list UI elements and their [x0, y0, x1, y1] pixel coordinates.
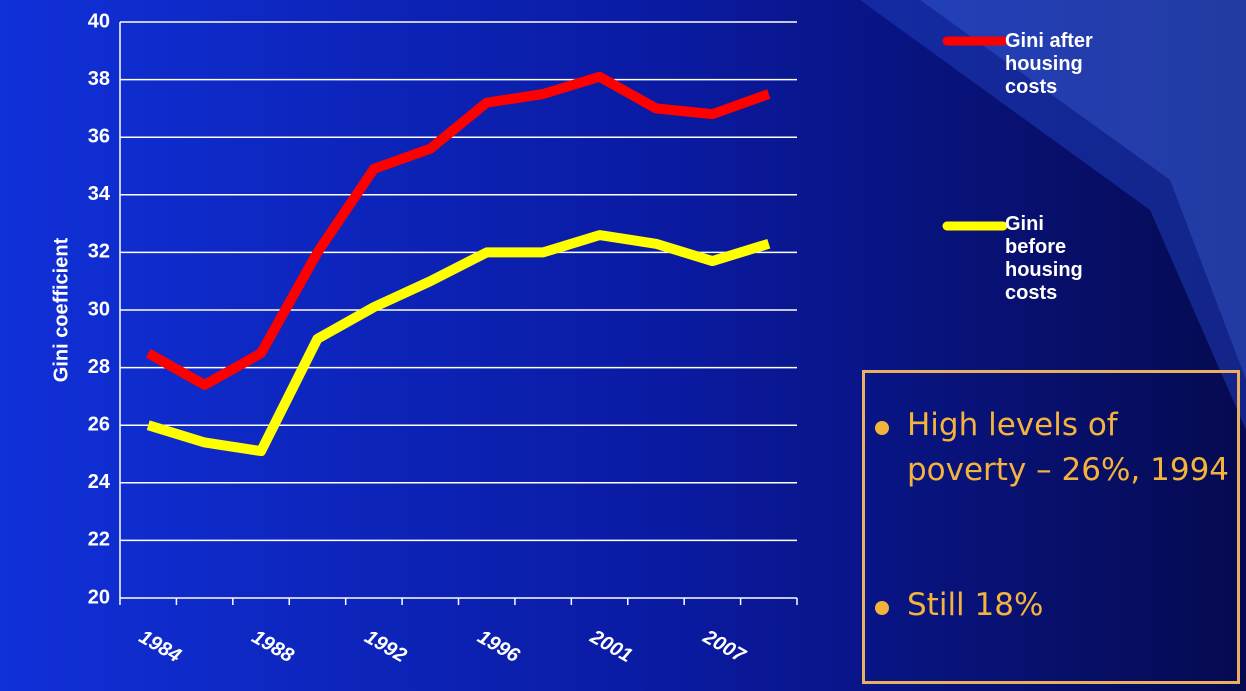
bullet [875, 421, 889, 435]
x-tick-label: 1992 [361, 626, 411, 667]
decoration [860, 0, 1246, 430]
x-tick-label: 2001 [586, 625, 636, 667]
legend-label: Gini after housing costs [1005, 30, 1093, 98]
bullet-text: Still 18% [907, 587, 1044, 623]
x-tick-label: 1984 [135, 626, 185, 667]
y-tick-label: 22 [88, 529, 110, 551]
y-tick-label: 26 [88, 413, 110, 435]
legend-label: Gini before housing costs [1005, 213, 1083, 304]
y-tick-label: 40 [88, 10, 110, 32]
data-line [146, 230, 771, 457]
y-tick-label: 30 [88, 298, 110, 320]
y-tick-label: 38 [88, 68, 110, 90]
decoration [920, 0, 1246, 380]
y-tick-label: 20 [88, 586, 110, 608]
x-tick-label: 1988 [248, 626, 298, 668]
y-tick-label: 24 [88, 471, 111, 493]
bullet [875, 601, 889, 615]
data-line [145, 71, 771, 390]
y-tick-label: 28 [88, 356, 110, 378]
x-tick-label: 1996 [474, 626, 524, 668]
x-tick-label: 2007 [698, 625, 749, 667]
text-box: High levels of poverty – 26%, 1994 Still… [862, 370, 1240, 684]
y-tick-label: 36 [88, 125, 110, 147]
bullet-text: High levels of poverty – 26%, 1994 [907, 407, 1230, 488]
y-axis-label: Gini coefficient [50, 237, 72, 382]
y-tick-label: 32 [88, 241, 110, 263]
y-tick-label: 34 [88, 183, 111, 205]
